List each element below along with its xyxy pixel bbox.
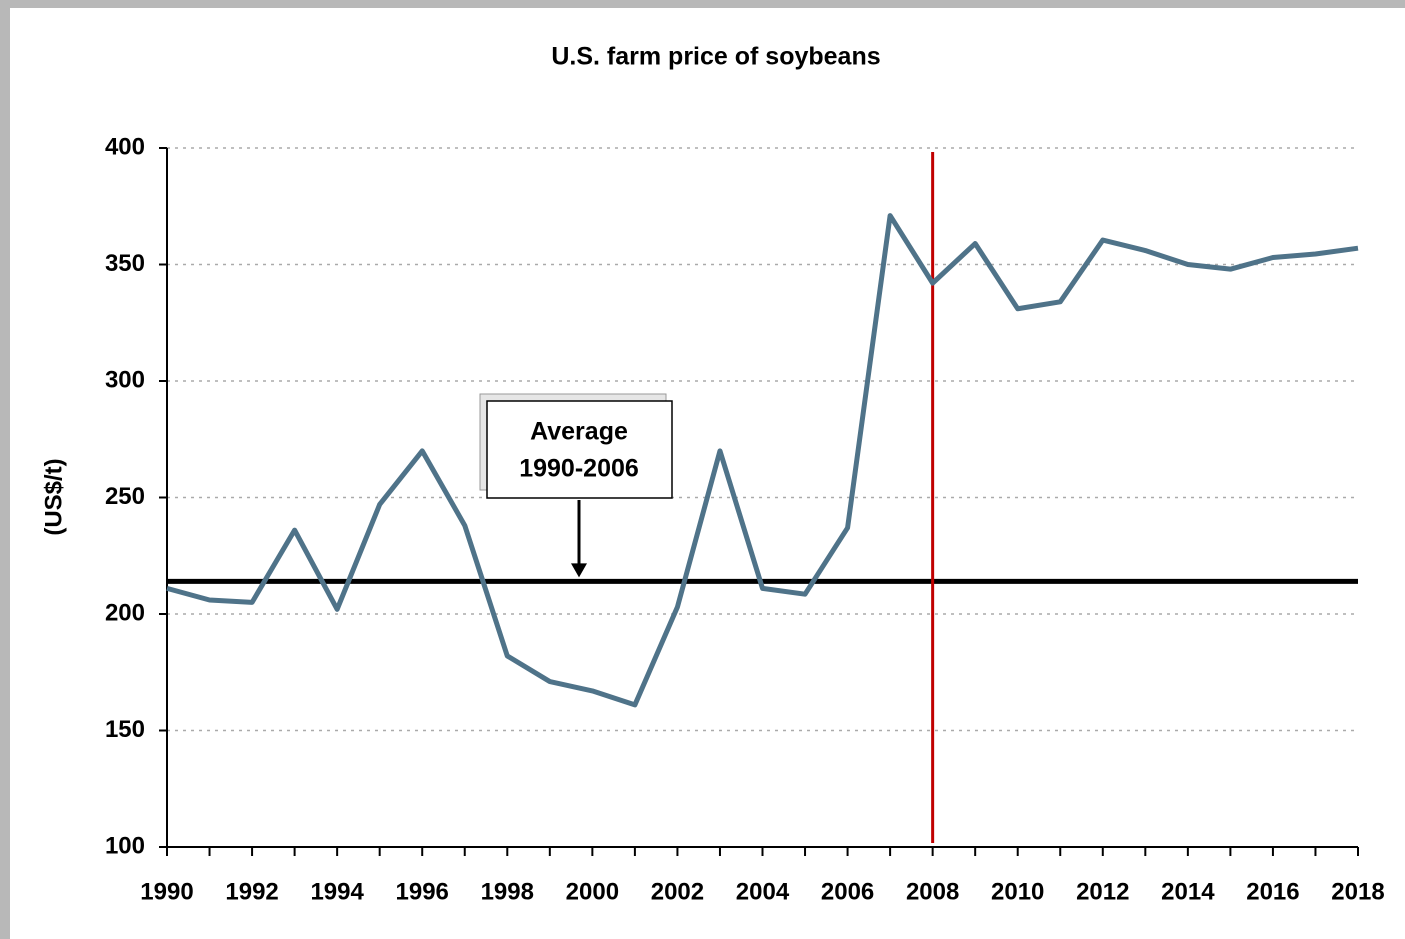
x-tick-label: 2002: [651, 878, 704, 905]
x-tick-label: 1990: [140, 878, 193, 905]
annotation-label: Average: [530, 418, 628, 446]
x-tick-label: 2006: [821, 878, 874, 905]
x-tick-label: 2016: [1246, 878, 1299, 905]
x-tick-label: 2014: [1161, 878, 1215, 905]
chart-title: U.S. farm price of soybeans: [551, 43, 880, 71]
annotation-arrowhead: [571, 563, 587, 578]
x-tick-label: 2010: [991, 878, 1044, 905]
annotation-label: 1990-2006: [519, 455, 639, 483]
y-tick-label: 400: [105, 133, 145, 160]
x-tick-label: 2018: [1331, 878, 1384, 905]
x-tick-label: 1996: [396, 878, 449, 905]
x-tick-label: 1998: [481, 878, 534, 905]
y-tick-label: 100: [105, 832, 145, 859]
x-tick-label: 1992: [225, 878, 278, 905]
y-tick-label: 200: [105, 599, 145, 626]
annotation-box: [486, 400, 673, 499]
y-axis-label: (US$/t): [40, 458, 67, 535]
y-tick-label: 250: [105, 483, 145, 510]
x-tick-label: 2004: [736, 878, 790, 905]
series-line: [166, 213, 1359, 708]
y-tick-label: 350: [105, 250, 145, 277]
x-tick-label: 1994: [310, 878, 364, 905]
chart-area: [10, 8, 1405, 939]
x-tick-label: 2012: [1076, 878, 1129, 905]
x-tick-label: 2008: [906, 878, 959, 905]
y-tick-label: 150: [105, 716, 145, 743]
x-tick-label: 2000: [566, 878, 619, 905]
y-tick-label: 300: [105, 366, 145, 393]
